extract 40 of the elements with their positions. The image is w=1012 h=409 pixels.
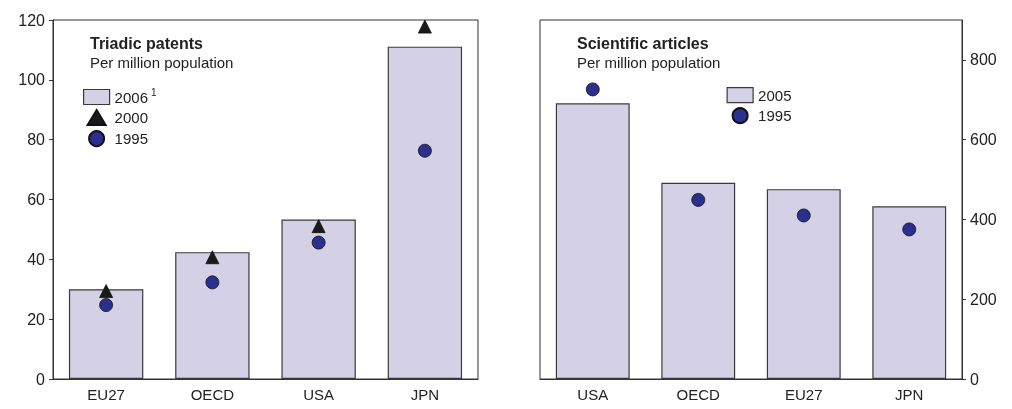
text: Triadic patents (90, 34, 204, 52)
y2-tick-label: 200 (970, 290, 997, 308)
legend-label: 1995 (758, 107, 792, 125)
y2-tick-label: 0 (970, 370, 979, 388)
point (796, 208, 811, 223)
x-tick-label: USA (577, 386, 609, 403)
point (585, 82, 600, 97)
text: Scientific articles (577, 34, 709, 52)
legend-label: 2005 (758, 86, 792, 104)
y2-tick-label: 800 (970, 51, 997, 69)
y2-tick-label: 600 (970, 131, 997, 149)
point (902, 222, 917, 237)
y-tick-label: 120 (18, 11, 46, 29)
y-tick-label: 20 (27, 310, 46, 328)
y-tick-label: 100 (18, 71, 46, 89)
legend-label: 2000 (114, 109, 148, 127)
x-tick-label: USA (303, 386, 335, 403)
y-tick-label: 80 (27, 131, 46, 149)
point (311, 235, 326, 250)
point (691, 193, 706, 207)
text: Per million population (577, 54, 721, 71)
point (417, 143, 432, 158)
y2-tick-label: 400 (970, 210, 997, 228)
point (417, 19, 432, 34)
point (205, 275, 220, 290)
x-tick-label: EU27 (87, 386, 125, 403)
point (311, 219, 326, 234)
x-tick-label: OECD (190, 386, 235, 403)
x-tick-label: EU27 (784, 386, 823, 403)
y-tick-label: 0 (36, 370, 46, 388)
x-tick-label: JPN (895, 386, 924, 403)
point (99, 298, 114, 312)
x-tick-label: OECD (676, 386, 721, 403)
y-tick-label: 40 (27, 250, 46, 268)
text: Per million population (90, 54, 234, 71)
point (205, 250, 220, 265)
y-tick-label: 60 (27, 191, 46, 208)
legend-label: 1995 (114, 130, 148, 148)
x-tick-label: JPN (410, 386, 440, 403)
point (99, 284, 114, 298)
